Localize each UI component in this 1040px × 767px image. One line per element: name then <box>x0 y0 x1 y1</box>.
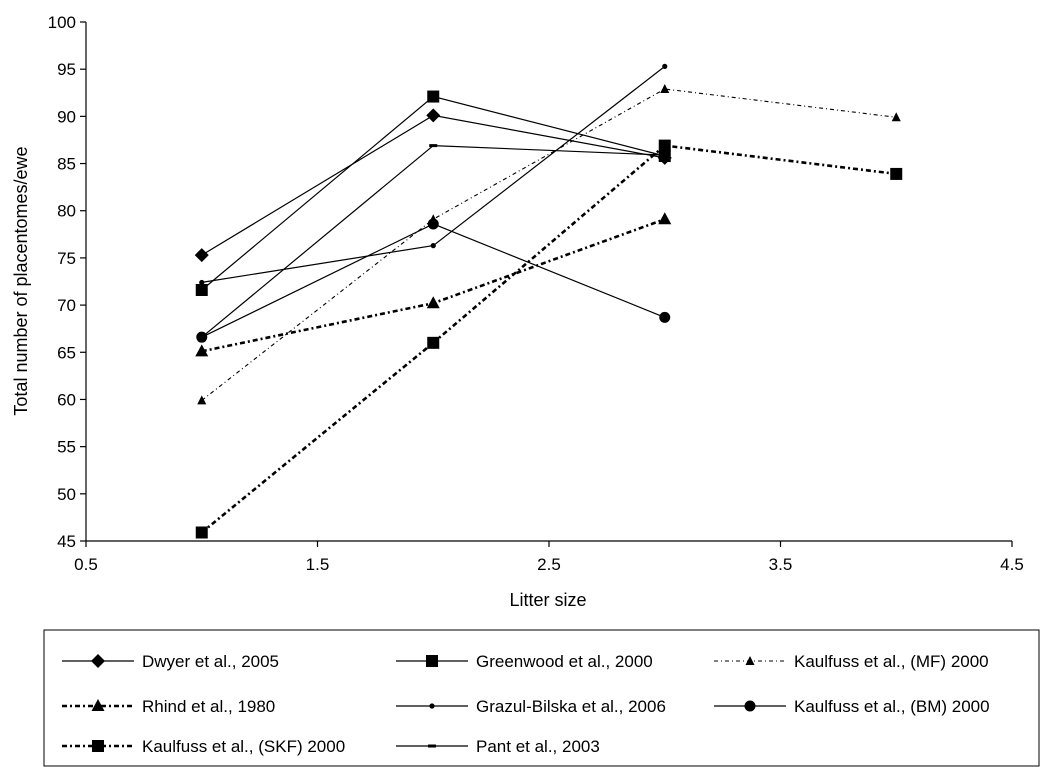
data-point <box>658 139 671 152</box>
legend-label: Kaulfuss et al., (SKF) 2000 <box>142 737 345 756</box>
data-point <box>429 144 438 148</box>
series-line <box>201 95 665 291</box>
series-6 <box>196 218 671 343</box>
x-tick-label: 4.5 <box>1000 555 1024 574</box>
data-point <box>426 296 440 309</box>
legend-marker <box>92 740 104 752</box>
series-line <box>201 114 665 256</box>
legend-marker <box>426 655 438 667</box>
legend-label: Kaulfuss et al., (MF) 2000 <box>794 652 989 671</box>
y-tick-label: 95 <box>57 60 76 79</box>
legend-label: Pant et al., 2003 <box>476 737 600 756</box>
series-line <box>201 88 897 401</box>
series-8 <box>197 144 669 339</box>
series-line <box>201 144 665 338</box>
legend-marker <box>428 744 436 748</box>
x-axis-title: Litter size <box>509 590 586 610</box>
legend-item: Greenwood et al., 2000 <box>396 652 653 671</box>
data-point <box>195 344 209 357</box>
legend-item: Dwyer et al., 2005 <box>62 652 279 671</box>
legend-label: Grazul-Bilska et al., 2006 <box>476 697 666 716</box>
data-point <box>890 167 903 180</box>
y-tick-label: 65 <box>57 343 76 362</box>
x-tick-label: 3.5 <box>769 555 793 574</box>
legend-label: Greenwood et al., 2000 <box>476 652 653 671</box>
legend-marker <box>91 699 105 711</box>
y-tick-label: 80 <box>57 202 76 221</box>
y-tick-label: 70 <box>57 296 76 315</box>
legend-item: Kaulfuss et al., (MF) 2000 <box>714 652 989 671</box>
legend-item: Kaulfuss et al., (BM) 2000 <box>714 697 990 716</box>
data-point <box>891 112 901 122</box>
legend: Dwyer et al., 2005 Greenwood et al., 2000… <box>43 629 1040 767</box>
data-point <box>430 243 436 249</box>
legend-label: Dwyer et al., 2005 <box>142 652 279 671</box>
series-layer <box>194 63 903 539</box>
series-line <box>200 144 897 534</box>
y-tick-label: 100 <box>48 13 76 32</box>
legend-label: Rhind et al., 1980 <box>142 697 275 716</box>
series-7 <box>195 139 903 539</box>
y-tick-label: 60 <box>57 390 76 409</box>
y-axis-title: Total number of placentomes/ewe <box>11 146 31 415</box>
series-5 <box>199 63 668 286</box>
data-point <box>427 336 440 349</box>
y-tick-label: 85 <box>57 155 76 174</box>
series-1 <box>194 108 672 263</box>
data-point <box>660 83 670 93</box>
data-point <box>427 218 439 230</box>
legend-marker <box>745 656 755 665</box>
legend-marker <box>744 700 756 712</box>
x-tick-label: 0.5 <box>74 555 98 574</box>
data-point <box>659 311 671 323</box>
series-line <box>201 217 666 353</box>
legend-frame <box>43 629 1040 767</box>
y-tick-label: 55 <box>57 438 76 457</box>
data-point <box>199 279 205 286</box>
legend-item: Kaulfuss et al., (SKF) 2000 <box>62 737 345 756</box>
legend-marker <box>429 703 435 709</box>
y-tick-label: 90 <box>57 107 76 126</box>
y-tick-label: 75 <box>57 249 76 268</box>
data-point <box>195 526 208 539</box>
x-tick-label: 1.5 <box>306 555 330 574</box>
y-tick-label: 50 <box>57 485 76 504</box>
data-point <box>197 395 207 405</box>
legend-item: Grazul-Bilska et al., 2006 <box>396 697 666 716</box>
data-point <box>427 90 440 103</box>
series-2 <box>195 90 671 296</box>
legend-label: Kaulfuss et al., (BM) 2000 <box>794 697 990 716</box>
data-point <box>195 283 208 296</box>
data-point <box>426 108 441 123</box>
legend-marker <box>91 654 105 668</box>
data-point <box>658 212 672 225</box>
x-tick-label: 2.5 <box>537 555 561 574</box>
data-point <box>197 335 206 339</box>
series-4 <box>195 212 672 357</box>
legend-item: Rhind et al., 1980 <box>62 697 275 716</box>
axes: 45 50 55 60 65 70 75 80 85 90 95 100 0.5 1.5 2.5 3.5 4.5 <box>48 13 1024 574</box>
series-line <box>201 223 666 338</box>
legend-item: Pant et al., 2003 <box>396 737 600 756</box>
y-tick-label: 45 <box>57 532 76 551</box>
data-point <box>660 153 669 157</box>
data-point <box>662 63 668 69</box>
data-point <box>194 248 209 263</box>
